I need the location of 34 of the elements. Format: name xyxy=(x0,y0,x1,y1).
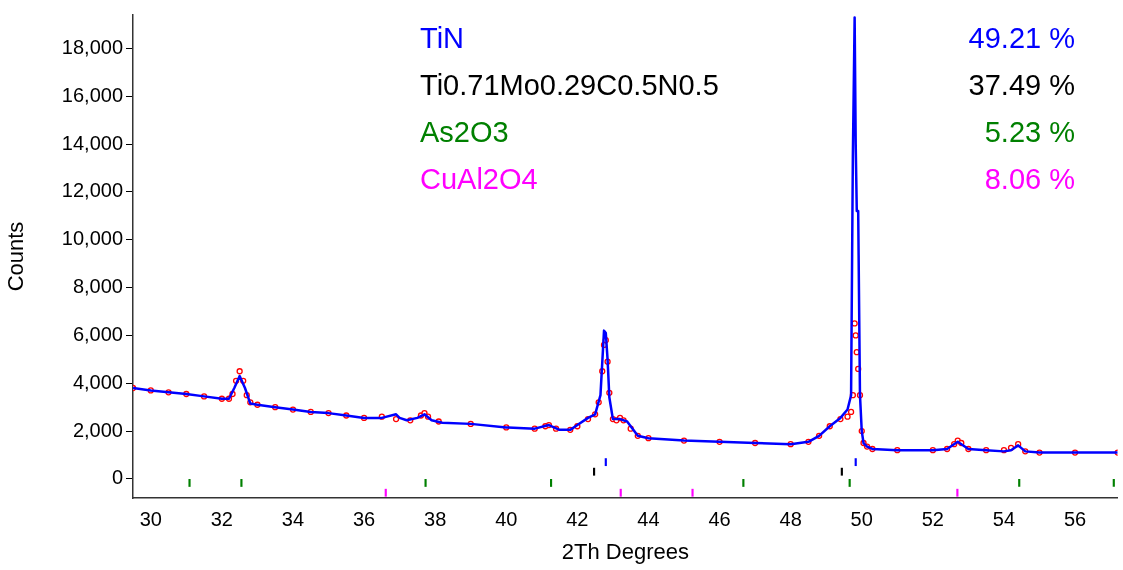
x-tick-label: 40 xyxy=(495,507,518,530)
y-tick-label: 16,000 xyxy=(61,83,123,106)
x-tick-label: 48 xyxy=(779,507,802,530)
y-tick-label: 14,000 xyxy=(61,131,123,154)
y-tick-label: 12,000 xyxy=(61,179,123,202)
text: CuAl2O4 xyxy=(420,163,538,195)
x-tick-label: 32 xyxy=(210,507,233,530)
x-tick-label: 36 xyxy=(352,507,376,530)
x-tick-label: 34 xyxy=(281,507,305,530)
annotation: 8.06 % xyxy=(984,163,1075,195)
y-tick-label: 4,000 xyxy=(72,370,123,393)
y-tick-label: 8,000 xyxy=(72,275,123,298)
y-tick-label: 18,000 xyxy=(61,35,123,58)
x-tick-label: 44 xyxy=(637,507,660,530)
annotation: 5.23 % xyxy=(984,116,1075,148)
y-tick-label: 0 xyxy=(111,466,123,489)
annotation: 49.21 % xyxy=(968,22,1075,54)
annotation: 37.49 % xyxy=(968,69,1075,101)
x-tick-label: 56 xyxy=(1063,507,1087,530)
x-tick-label: 38 xyxy=(424,507,447,530)
x-tick-label: 30 xyxy=(139,507,162,530)
x-axis-title: 2Th Degrees xyxy=(561,538,689,564)
x-tick-label: 46 xyxy=(708,507,731,530)
y-tick-label: 2,000 xyxy=(72,418,123,441)
y-tick-label: 10,000 xyxy=(61,227,123,250)
text: Ti0.71Mo0.29C0.5N0.5 xyxy=(420,69,719,101)
x-tick-label: 50 xyxy=(850,507,873,530)
x-tick-label: 52 xyxy=(921,507,944,530)
x-tick-label: 54 xyxy=(992,507,1016,530)
x-tick-label: 42 xyxy=(566,507,589,530)
y-axis-title: Counts xyxy=(3,221,29,292)
text: As2O3 xyxy=(420,116,509,148)
text: TiN xyxy=(420,22,465,54)
y-tick-label: 6,000 xyxy=(72,322,123,345)
